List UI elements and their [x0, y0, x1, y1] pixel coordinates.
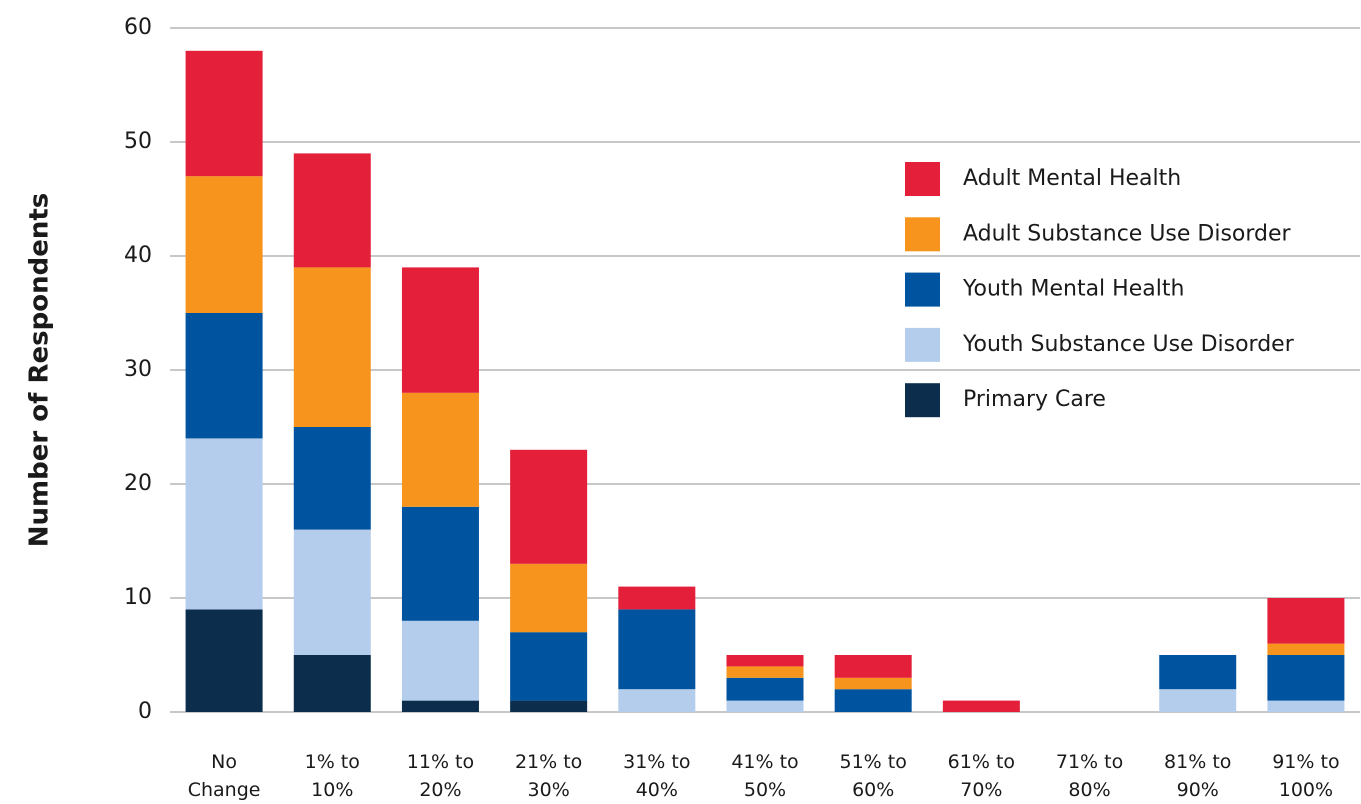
legend-swatch [905, 383, 940, 418]
bar-segment [1267, 700, 1345, 712]
y-axis-label: Number of Respondents [25, 193, 55, 547]
bar-segment [1267, 643, 1345, 655]
x-tick-label: 61% to 70% [948, 751, 1015, 801]
x-tick-label: No Change [188, 751, 261, 801]
bar-segment [510, 700, 588, 712]
bar-segment [185, 438, 263, 610]
bar-segment [185, 313, 263, 439]
y-tick-label: 10 [124, 585, 152, 610]
bar-segment [510, 449, 588, 564]
bar-segment [401, 700, 479, 712]
bar-segment [834, 677, 912, 690]
bar-segment [834, 655, 912, 678]
bar-segment [726, 655, 804, 667]
bar-segment [1267, 655, 1345, 701]
bar-segment [401, 392, 479, 507]
bar-segment [726, 677, 804, 701]
y-tick-label: 20 [124, 471, 152, 496]
y-tick-label: 0 [138, 699, 152, 724]
legend-swatch [905, 272, 940, 307]
y-tick-label: 40 [124, 243, 152, 268]
bar-segment [726, 700, 804, 712]
bar-segment [185, 609, 263, 712]
legend-label: Primary Care [963, 387, 1106, 412]
bar-segment [185, 176, 263, 313]
bar-segment [293, 153, 371, 268]
bar-segment [293, 655, 371, 712]
bar-segment [293, 529, 371, 655]
bar-segment [618, 586, 696, 610]
x-tick-label: 1% to 10% [305, 751, 360, 801]
legend-swatch [905, 162, 940, 196]
bar-segment [834, 689, 912, 712]
legend-label: Youth Substance Use Disorder [962, 332, 1295, 357]
x-tick-label: 31% to 40% [623, 751, 690, 801]
x-tick-label: 21% to 30% [515, 751, 582, 801]
x-tick-label: 81% to 90% [1164, 751, 1231, 801]
bar-segment [1159, 655, 1237, 690]
x-tick-label: 71% to 80% [1056, 751, 1123, 801]
bar-segment [401, 620, 479, 701]
x-tick-label: 11% to 20% [407, 751, 474, 801]
x-tick-label: 91% to 100% [1272, 751, 1339, 801]
bar-segment [401, 506, 479, 621]
y-tick-label: 50 [124, 129, 152, 154]
bar-segment [618, 609, 696, 690]
legend-label: Adult Mental Health [963, 166, 1181, 191]
bar-segment [185, 50, 263, 177]
bar-segment [1267, 598, 1345, 644]
x-tick-label: 51% to 60% [840, 751, 907, 801]
bar-segment [293, 427, 371, 530]
legend-swatch [905, 327, 940, 362]
bar-segment [1159, 689, 1237, 712]
bar-segment [510, 632, 588, 701]
bar-segment [510, 563, 588, 633]
bar-segment [401, 267, 479, 393]
y-tick-label: 30 [124, 357, 152, 382]
y-tick-label: 60 [124, 15, 152, 40]
legend-swatch [905, 217, 940, 252]
bar-segment [293, 267, 371, 427]
bar-segment [726, 666, 804, 678]
legend-label: Youth Mental Health [962, 277, 1184, 302]
x-tick-label: 41% to 50% [731, 751, 798, 801]
bar-segment [942, 700, 1020, 712]
bar-segment [618, 689, 696, 712]
legend-label: Adult Substance Use Disorder [963, 221, 1292, 246]
